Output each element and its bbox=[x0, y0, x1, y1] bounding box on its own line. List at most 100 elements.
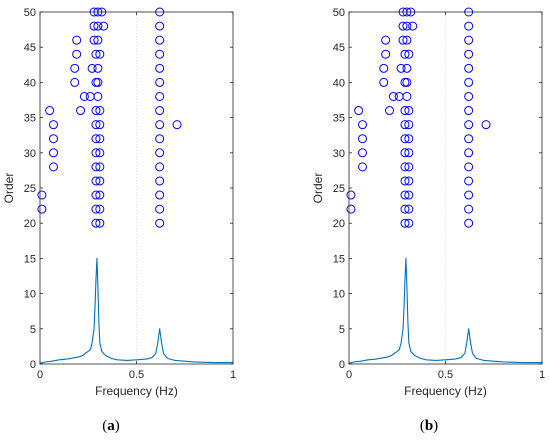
order-marker bbox=[346, 190, 356, 200]
order-markers bbox=[37, 7, 182, 228]
y-axis-label: Order bbox=[311, 173, 325, 204]
order-marker bbox=[95, 120, 105, 130]
order-marker bbox=[49, 134, 59, 144]
spectrum-line bbox=[348, 257, 542, 364]
order-marker bbox=[72, 35, 82, 45]
order-marker bbox=[95, 190, 105, 200]
y-tick-label: 40 bbox=[24, 77, 36, 89]
order-marker bbox=[464, 162, 474, 172]
y-tick-label: 0 bbox=[30, 359, 36, 371]
y-tick-label: 5 bbox=[339, 324, 345, 336]
order-marker bbox=[354, 106, 364, 116]
caption-close-paren: ) bbox=[115, 418, 120, 434]
order-marker bbox=[95, 49, 105, 59]
y-tick-label: 5 bbox=[30, 324, 36, 336]
order-marker bbox=[91, 134, 101, 144]
order-marker bbox=[464, 63, 474, 73]
order-marker bbox=[400, 134, 410, 144]
order-marker bbox=[70, 63, 80, 73]
order-marker bbox=[464, 91, 474, 101]
order-marker bbox=[381, 35, 391, 45]
order-marker bbox=[402, 77, 412, 87]
order-marker bbox=[358, 148, 368, 158]
order-marker bbox=[93, 63, 103, 73]
order-marker bbox=[93, 77, 103, 87]
axis-ticks: 0 5 10 15 20 25 30 35 40 45 50 0 0.5 1 bbox=[333, 7, 545, 381]
order-marker bbox=[379, 63, 389, 73]
order-marker bbox=[155, 176, 165, 186]
order-marker bbox=[385, 106, 395, 116]
x-axis-label: Frequency (Hz) bbox=[404, 384, 487, 398]
y-tick-label: 50 bbox=[24, 7, 36, 19]
order-marker bbox=[358, 162, 368, 172]
order-marker bbox=[408, 21, 418, 31]
spectrum-line bbox=[39, 257, 233, 364]
order-marker bbox=[404, 134, 414, 144]
y-tick-label: 10 bbox=[24, 289, 36, 301]
order-marker bbox=[404, 148, 414, 158]
order-marker bbox=[49, 148, 59, 158]
order-marker bbox=[481, 120, 491, 130]
order-marker bbox=[76, 106, 86, 116]
order-marker bbox=[404, 176, 414, 186]
y-tick-label: 0 bbox=[339, 359, 345, 371]
order-marker bbox=[91, 190, 101, 200]
x-tick-label: 1 bbox=[539, 369, 545, 381]
order-marker bbox=[172, 120, 182, 130]
order-marker bbox=[93, 21, 103, 31]
y-tick-label: 35 bbox=[24, 113, 36, 125]
order-marker bbox=[95, 134, 105, 144]
order-marker bbox=[155, 190, 165, 200]
order-marker bbox=[87, 63, 97, 73]
axis-ticks: 0 5 10 15 20 25 30 35 40 45 50 0 0.5 1 bbox=[24, 7, 236, 381]
order-marker bbox=[49, 120, 59, 130]
y-tick-label: 50 bbox=[333, 7, 345, 19]
y-axis-label: Order bbox=[2, 173, 16, 204]
caption-open-paren: ( bbox=[102, 418, 107, 434]
order-marker bbox=[155, 204, 165, 214]
order-marker bbox=[89, 35, 99, 45]
order-marker bbox=[91, 49, 101, 59]
order-marker bbox=[45, 106, 55, 116]
order-marker bbox=[402, 35, 412, 45]
order-marker bbox=[464, 148, 474, 158]
y-tick-label: 15 bbox=[24, 253, 36, 265]
order-marker bbox=[91, 162, 101, 172]
order-marker bbox=[404, 218, 414, 228]
panel-a: 0 5 10 15 20 25 30 35 40 45 50 0 0.5 1 Frequency (Hz)… bbox=[2, 7, 236, 434]
order-marker bbox=[95, 204, 105, 214]
order-marker bbox=[155, 218, 165, 228]
order-marker bbox=[464, 35, 474, 45]
panel-caption: (b) bbox=[420, 418, 438, 434]
order-marker bbox=[464, 134, 474, 144]
order-marker bbox=[381, 49, 391, 59]
order-marker bbox=[95, 218, 105, 228]
order-marker bbox=[400, 190, 410, 200]
order-marker bbox=[400, 148, 410, 158]
order-marker bbox=[91, 106, 101, 116]
order-marker bbox=[464, 190, 474, 200]
order-marker bbox=[402, 91, 412, 101]
order-marker bbox=[95, 106, 105, 116]
x-tick-label: 0.5 bbox=[438, 369, 453, 381]
caption-letter: b bbox=[425, 418, 433, 434]
order-marker bbox=[89, 21, 99, 31]
order-marker bbox=[91, 148, 101, 158]
order-marker bbox=[404, 204, 414, 214]
order-marker bbox=[358, 134, 368, 144]
y-tick-label: 25 bbox=[24, 183, 36, 195]
panel-b: 0 5 10 15 20 25 30 35 40 45 50 0 0.5 1 Frequency (Hz)… bbox=[311, 7, 545, 434]
order-marker bbox=[464, 218, 474, 228]
order-marker bbox=[464, 77, 474, 87]
order-marker bbox=[155, 120, 165, 130]
order-marker bbox=[155, 134, 165, 144]
order-marker bbox=[358, 120, 368, 130]
order-marker bbox=[346, 204, 356, 214]
order-marker bbox=[72, 49, 82, 59]
order-marker bbox=[155, 148, 165, 158]
x-tick-label: 1 bbox=[230, 369, 236, 381]
order-marker bbox=[464, 106, 474, 116]
order-marker bbox=[404, 190, 414, 200]
